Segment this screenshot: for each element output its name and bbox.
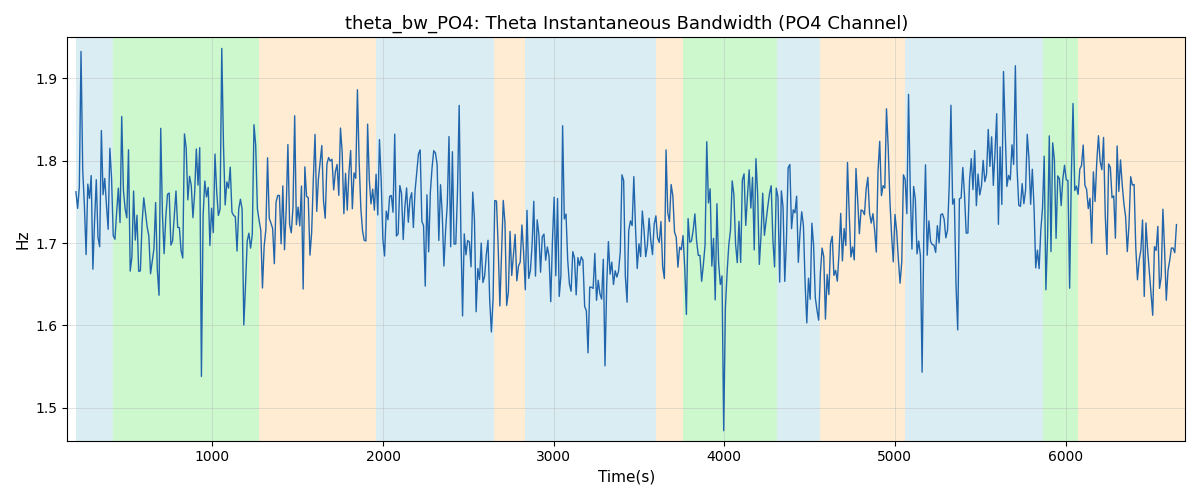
Bar — [905, 38, 1043, 440]
Bar — [683, 38, 778, 440]
Bar — [524, 38, 656, 440]
Bar — [494, 38, 524, 440]
X-axis label: Time(s): Time(s) — [598, 470, 655, 485]
Title: theta_bw_PO4: Theta Instantaneous Bandwidth (PO4 Channel): theta_bw_PO4: Theta Instantaneous Bandwi… — [344, 15, 908, 34]
Bar — [76, 38, 114, 440]
Bar — [820, 38, 905, 440]
Bar — [258, 38, 377, 440]
Bar — [656, 38, 683, 440]
Bar — [778, 38, 820, 440]
Y-axis label: Hz: Hz — [16, 230, 30, 249]
Bar — [377, 38, 494, 440]
Bar — [1078, 38, 1186, 440]
Bar — [114, 38, 258, 440]
Bar — [1043, 38, 1078, 440]
